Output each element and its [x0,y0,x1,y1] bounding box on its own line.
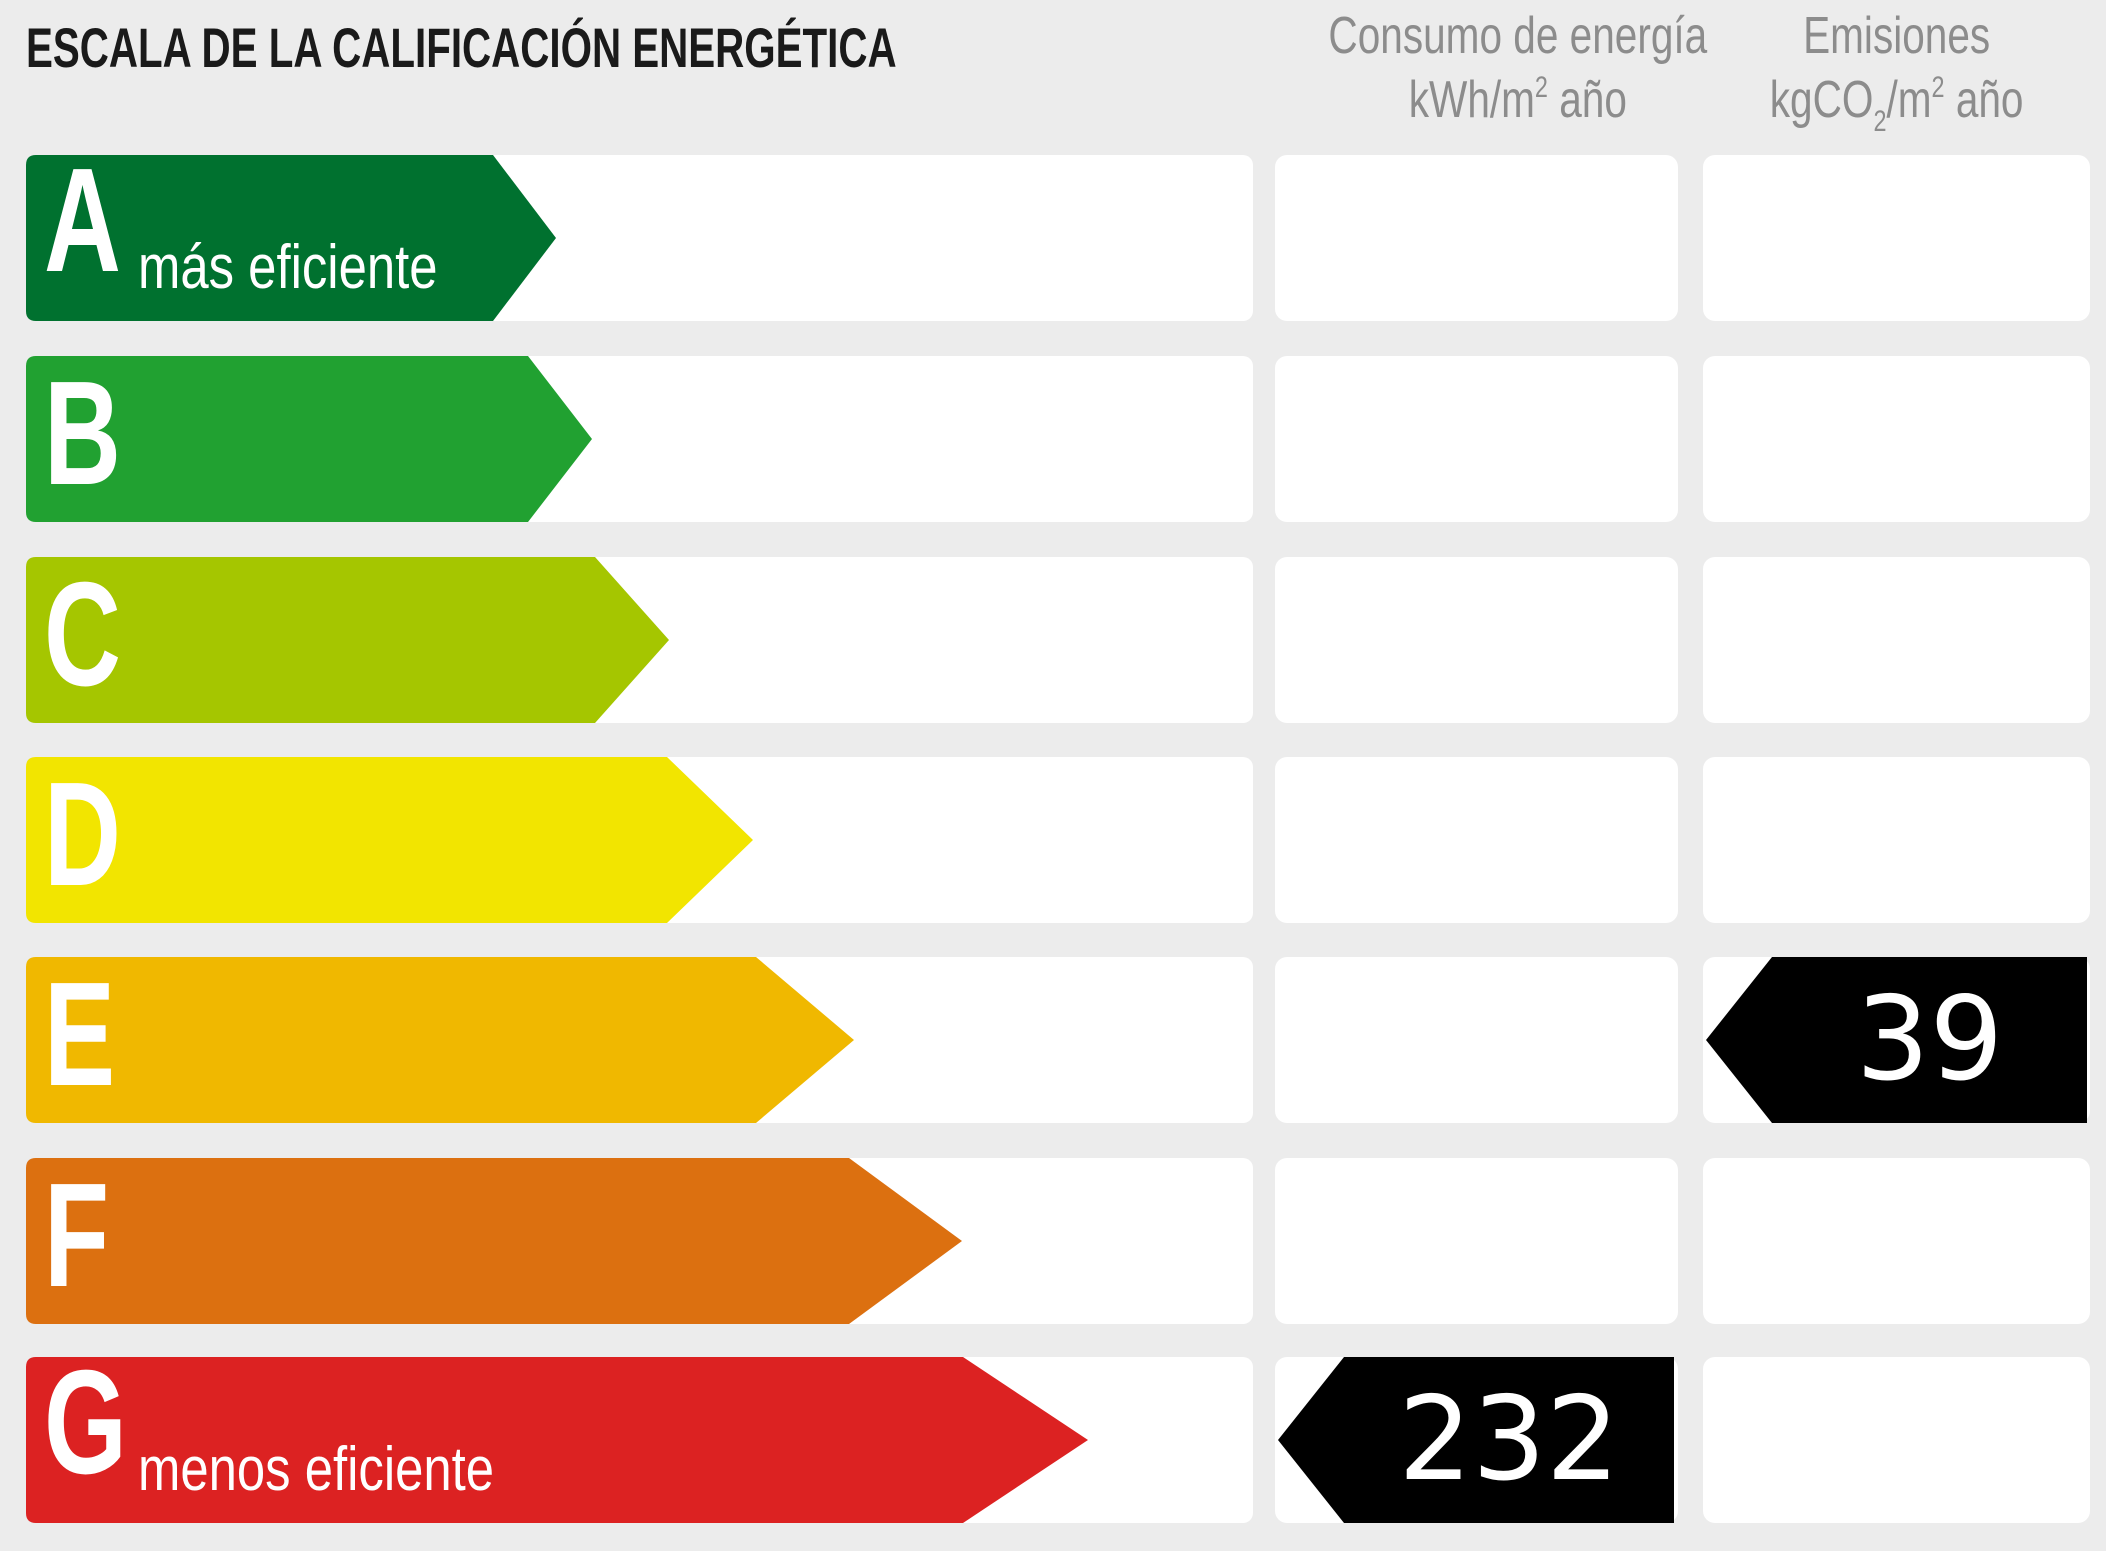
energy-cell [1275,1158,1678,1324]
energy-cell [1275,757,1678,923]
rating-row-f: F [0,1158,2106,1324]
rating-row-e: E 39 [0,957,2106,1123]
emissions-value: 39 [1855,972,2004,1107]
energy-cell [1275,957,1678,1123]
energy-header-line1: Consumo de energía [1328,7,1708,65]
emissions-cell [1703,757,2090,923]
rating-arrow-g [26,1357,1088,1523]
emissions-cell [1703,1357,2090,1523]
rating-subtitle: menos eficiente [138,1435,495,1504]
rating-arrow-a [26,155,556,321]
rating-subtitle: más eficiente [138,233,438,302]
rating-letter: F [44,1153,110,1318]
pointer-arrow-icon [1706,957,2087,1123]
rating-letter: A [44,138,121,303]
emissions-column-header: Emisiones kgCO2/m2 año [1703,4,2090,138]
rating-row-d: D [0,757,2106,923]
energy-header-unit: kWh/m2 año [1408,71,1627,129]
rating-arrow-c [26,557,669,723]
rating-letter: C [44,552,121,717]
rating-letter: D [44,752,121,917]
emissions-value-indicator: 39 [1706,957,2087,1123]
energy-cell [1275,356,1678,522]
rating-letter: B [44,351,121,516]
pointer-arrow-icon [1278,1357,1674,1523]
energy-cell [1275,557,1678,723]
page-title: ESCALA DE LA CALIFICACIÓN ENERGÉTICA [26,16,897,79]
emissions-cell [1703,155,2090,321]
energy-column-header: Consumo de energía kWh/m2 año [1275,4,1707,132]
rating-arrow-d [26,757,753,923]
rating-row-b: B [0,356,2106,522]
emissions-cell [1703,1158,2090,1324]
emissions-header-unit: kgCO2/m2 año [1769,71,2024,138]
rating-letter: G [44,1340,127,1505]
emissions-header-line1: Emisiones [1802,7,1991,65]
energy-cell [1275,155,1678,321]
emissions-cell [1703,557,2090,723]
emissions-cell [1703,356,2090,522]
rating-row-c: C [0,557,2106,723]
energy-value: 232 [1398,1372,1620,1507]
rating-arrow-e [26,957,854,1123]
rating-letter: E [44,952,116,1117]
rating-arrow-b [26,356,592,522]
energy-value-indicator: 232 [1278,1357,1674,1523]
rating-arrow-f [26,1158,962,1324]
